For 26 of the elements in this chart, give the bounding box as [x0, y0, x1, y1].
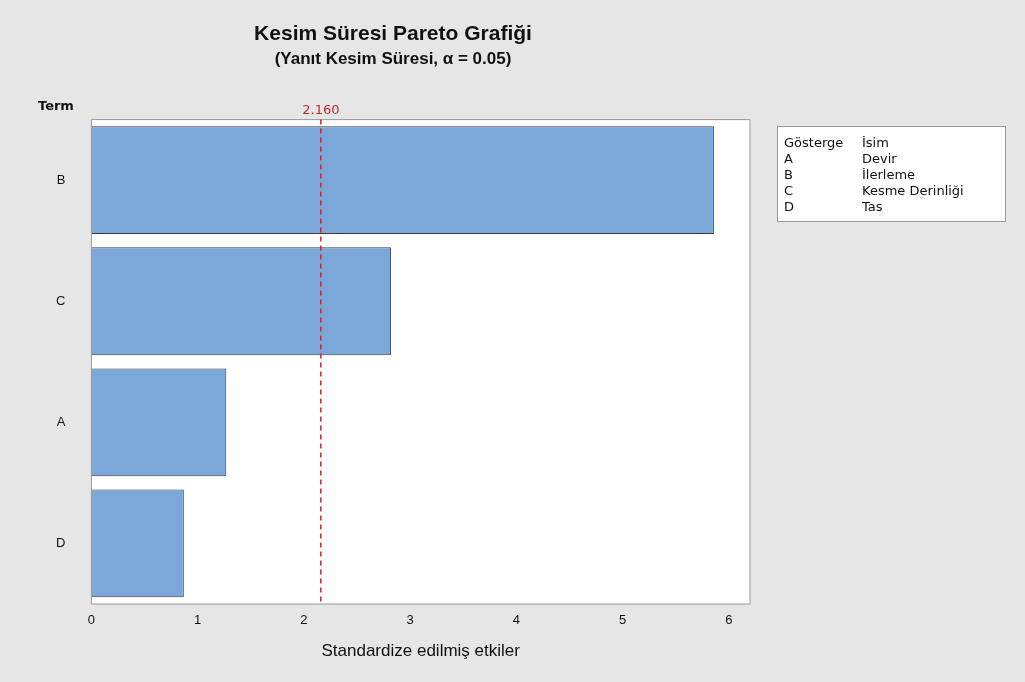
text: A [784, 151, 794, 167]
x-tick-label: 6 [725, 612, 733, 628]
ref-line-label: 2.160 [302, 102, 340, 118]
y-axis-title: Term [38, 97, 74, 113]
text: C [784, 183, 795, 199]
chart-title: Kesim Süresi Pareto Grafiği [254, 21, 532, 45]
x-tick-label: 2 [300, 612, 308, 628]
text: B [784, 167, 794, 183]
text: Tas [862, 199, 884, 215]
text: İlerleme [862, 167, 917, 183]
y-tick-label: A [56, 413, 66, 429]
text: Kesme Derinliği [862, 183, 965, 199]
chart-subtitle: (Yanıt Kesim Süresi, α = 0.05) [274, 49, 512, 69]
text: İsim [862, 135, 890, 151]
x-axis-title: Standardize edilmiş etkiler [321, 641, 521, 661]
x-tick-label: 5 [618, 612, 627, 628]
text: D [784, 199, 795, 215]
x-tick-label: 4 [512, 612, 520, 628]
x-tick-label: 3 [406, 612, 414, 628]
text: Devir [862, 151, 898, 167]
y-tick-label: C [56, 292, 66, 308]
x-tick-label: 1 [194, 612, 202, 628]
x-tick-label: 0 [87, 612, 96, 628]
text: Gösterge [784, 135, 845, 151]
y-tick-label: D [56, 535, 66, 551]
y-tick-label: B [56, 171, 66, 187]
